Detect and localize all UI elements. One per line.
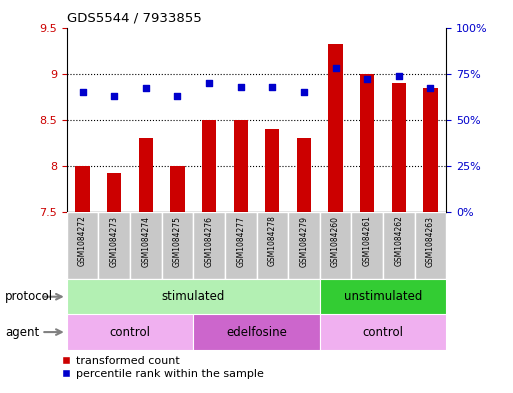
Point: [426, 85, 435, 92]
Bar: [98, 212, 130, 279]
Point: [394, 72, 403, 79]
Point: [142, 85, 150, 92]
Point: [363, 76, 371, 83]
Bar: [202, 120, 216, 212]
Bar: [107, 173, 121, 212]
Point: [110, 93, 118, 99]
Bar: [162, 212, 193, 279]
Text: GSM1084278: GSM1084278: [268, 215, 277, 266]
Bar: [297, 138, 311, 212]
Point: [236, 83, 245, 90]
Bar: [423, 88, 438, 212]
Text: protocol: protocol: [5, 290, 53, 303]
Bar: [130, 212, 162, 279]
Text: GSM1084261: GSM1084261: [363, 215, 372, 266]
Bar: [320, 314, 446, 350]
Bar: [233, 120, 248, 212]
Text: GSM1084274: GSM1084274: [141, 215, 150, 266]
Bar: [67, 314, 193, 350]
Text: stimulated: stimulated: [162, 290, 225, 303]
Text: control: control: [109, 325, 150, 339]
Text: GSM1084263: GSM1084263: [426, 215, 435, 266]
Bar: [75, 166, 90, 212]
Bar: [320, 279, 446, 314]
Text: unstimulated: unstimulated: [344, 290, 422, 303]
Point: [331, 65, 340, 71]
Point: [173, 93, 182, 99]
Bar: [328, 44, 343, 212]
Text: GSM1084275: GSM1084275: [173, 215, 182, 266]
Text: GSM1084262: GSM1084262: [394, 215, 403, 266]
Point: [300, 89, 308, 95]
Bar: [288, 212, 320, 279]
Bar: [351, 212, 383, 279]
Point: [78, 89, 87, 95]
Bar: [360, 73, 374, 212]
Bar: [193, 212, 225, 279]
Bar: [225, 212, 256, 279]
Text: GSM1084279: GSM1084279: [300, 215, 308, 266]
Bar: [67, 212, 98, 279]
Text: GDS5544 / 7933855: GDS5544 / 7933855: [67, 12, 202, 25]
Bar: [265, 129, 280, 212]
Text: GSM1084276: GSM1084276: [205, 215, 213, 266]
Bar: [320, 212, 351, 279]
Bar: [415, 212, 446, 279]
Text: GSM1084272: GSM1084272: [78, 215, 87, 266]
Bar: [139, 138, 153, 212]
Point: [268, 83, 277, 90]
Text: agent: agent: [5, 325, 40, 339]
Bar: [383, 212, 415, 279]
Point: [205, 80, 213, 86]
Text: edelfosine: edelfosine: [226, 325, 287, 339]
Text: control: control: [363, 325, 404, 339]
Bar: [392, 83, 406, 212]
Text: GSM1084273: GSM1084273: [110, 215, 119, 266]
Bar: [170, 166, 185, 212]
Text: GSM1084277: GSM1084277: [236, 215, 245, 266]
Legend: transformed count, percentile rank within the sample: transformed count, percentile rank withi…: [57, 351, 268, 384]
Text: GSM1084260: GSM1084260: [331, 215, 340, 266]
Bar: [193, 314, 320, 350]
Bar: [67, 279, 320, 314]
Bar: [256, 212, 288, 279]
